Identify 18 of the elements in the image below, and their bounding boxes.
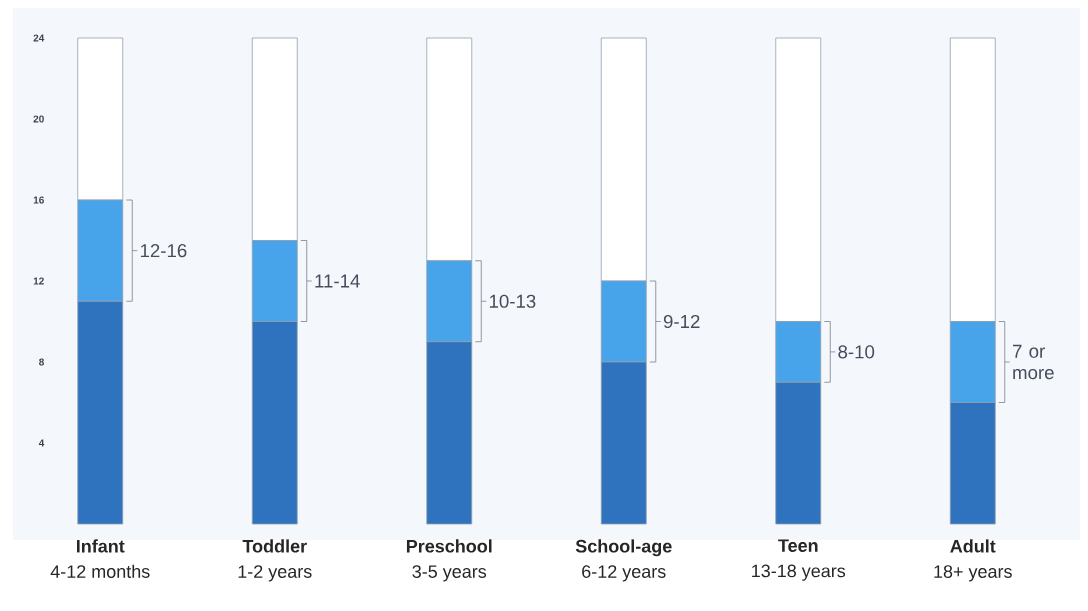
annotation: 12-16 bbox=[140, 244, 187, 258]
annotation: 10-13 bbox=[489, 294, 536, 308]
x-tick-label: Infant 4-12 months bbox=[50, 539, 150, 578]
y-tick-label: 8 bbox=[39, 358, 44, 366]
y-tick-label: 4 bbox=[38, 439, 45, 447]
y-tick-label: 20 bbox=[33, 115, 44, 123]
x-tick-label: Toddler 1-2 years bbox=[238, 539, 312, 582]
y-tick-label: 24 bbox=[33, 34, 45, 42]
annotation: 7 or more bbox=[1012, 344, 1054, 380]
y-tick-label: 16 bbox=[33, 196, 44, 204]
annotation: 8-10 bbox=[838, 345, 875, 359]
annotation: 11-14 bbox=[315, 274, 360, 288]
y-tick-label: 12 bbox=[33, 277, 44, 285]
x-tick-label: Teen 13-18 years bbox=[752, 539, 846, 581]
x-tick-label: Preschool 3-5 years bbox=[406, 539, 492, 582]
annotation: 9-12 bbox=[663, 314, 700, 329]
x-tick-label: School-age 6-12 years bbox=[575, 539, 672, 582]
x-tick-label: Adult 18+ years bbox=[934, 539, 1012, 582]
